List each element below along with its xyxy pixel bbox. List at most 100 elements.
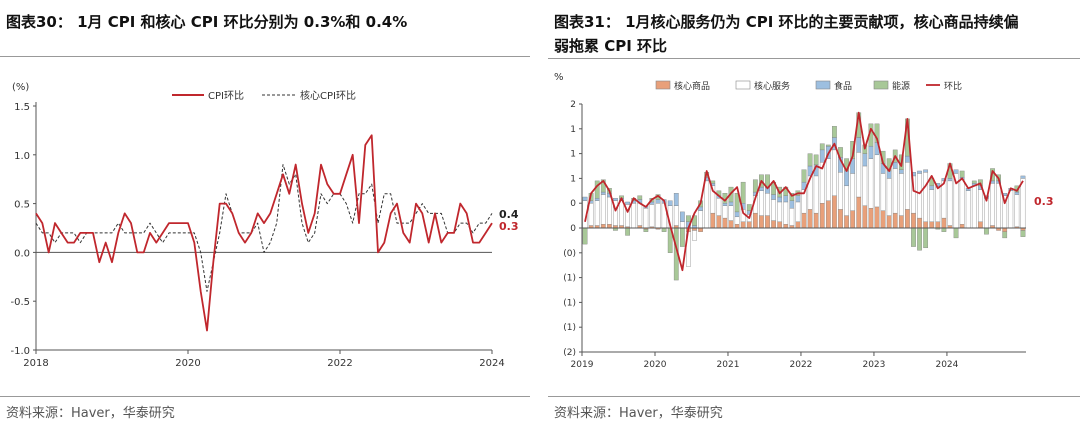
bar-segment (941, 180, 947, 219)
x-tick-label: 2020 (175, 358, 200, 369)
bar-segment (789, 200, 795, 209)
bar-segment (911, 227, 916, 247)
bar-segment (759, 215, 764, 229)
bar-segment (679, 221, 685, 229)
bar-segment (941, 217, 947, 229)
x-tick-label: 2022 (327, 358, 352, 369)
bar-segment (801, 212, 807, 229)
line-chart-cpi: (%) -1.0 -0.5 0.0 0.5 1.0 1.5 2018 2020 2022 2024 C… (10, 82, 519, 369)
bar-segment (637, 203, 643, 226)
bar-segment (874, 206, 880, 229)
bar-segment (752, 212, 758, 229)
bar-segment (935, 186, 941, 222)
bar-segment (619, 200, 624, 226)
bar-segment (722, 205, 728, 219)
y-tick-label: 1.5 (14, 102, 30, 113)
end-label-cpi: 0.3 (499, 220, 519, 233)
bar-segment (801, 169, 807, 183)
chart-title-right-line1: 图表31： 1月核心服务仍为 CPI 环比的主要贡献项，核心商品持续偏 (554, 13, 1019, 31)
bar-segment (710, 212, 716, 229)
bar-segment (698, 210, 703, 229)
bar-segment (923, 221, 929, 229)
bar-segment (686, 215, 691, 222)
bar-segment (990, 183, 995, 226)
bar-segment (679, 227, 685, 247)
bar-segment (923, 172, 929, 222)
y-tick-label: 0.0 (14, 248, 30, 259)
bar-segment (886, 215, 892, 229)
bar-segment (728, 205, 734, 221)
bar-segment (600, 224, 606, 229)
bar-segment (868, 145, 874, 159)
bar-segment (631, 203, 637, 229)
bar-segment (832, 149, 837, 196)
bar-segment (959, 170, 965, 178)
bar-segment (728, 201, 734, 206)
bar-segment (959, 224, 965, 229)
bar-segment (850, 210, 856, 229)
bar-segment (783, 195, 789, 203)
bar-segment (716, 215, 722, 229)
bar-segment (917, 173, 922, 219)
bar-segment (661, 227, 667, 232)
series-line-mom (584, 111, 1024, 272)
bar-segment (625, 227, 630, 236)
bar-segment (923, 227, 929, 249)
bar-segment (850, 173, 856, 211)
bar-group (582, 112, 1026, 281)
bar-segment (588, 203, 594, 226)
panel-cpi-mom: 图表30： 1月 CPI 和核心 CPI 环比分别为 0.3%和 0.4% (%… (0, 0, 530, 431)
bar-segment (844, 170, 849, 187)
legend-swatch-0 (655, 80, 671, 90)
y-tick-label: 1 (570, 174, 576, 184)
bar-segment (740, 221, 746, 229)
bar-segment (752, 179, 758, 193)
legend-label-4: 环比 (944, 80, 962, 92)
bar-segment (1020, 230, 1026, 237)
y-tick-label: 0 (570, 199, 576, 209)
bar-segment (746, 204, 752, 211)
bar-segment (600, 191, 606, 195)
bar-segment (984, 198, 989, 229)
bar-segment (655, 203, 661, 229)
legend-label-cpi: CPI环比 (208, 90, 244, 102)
bar-segment (825, 158, 831, 201)
stacked-bar-chart-contribution: % (2) (1) (1) (1) (0) 0 0 1 1 1 2 2019 2020 2021 2022 20… (554, 72, 1054, 370)
y-tick-label: (0) (563, 249, 576, 259)
bar-segment (978, 189, 983, 222)
end-label-core-cpi: 0.4 (499, 208, 519, 221)
bar-segment (789, 193, 795, 201)
bar-segment (905, 155, 910, 163)
bar-segment (704, 180, 710, 229)
x-tick-label: 2024 (479, 358, 504, 369)
bar-segment (1002, 227, 1008, 232)
x-tick-label: 2024 (935, 360, 958, 370)
x-tick-label: 2019 (571, 360, 594, 370)
bar-segment (862, 153, 868, 167)
bar-segment (856, 137, 862, 153)
bar-segment (783, 224, 789, 229)
bar-segment (832, 195, 837, 229)
bar-segment (698, 206, 703, 211)
bar-segment (1014, 194, 1020, 227)
bar-segment (838, 209, 843, 229)
x-tick-label: 2022 (790, 360, 813, 370)
legend-swatch-2 (815, 80, 831, 90)
bar-segment (643, 207, 649, 229)
source-divider-right (548, 396, 1080, 397)
bar-segment (789, 207, 795, 226)
bar-segment (898, 169, 904, 174)
bar-segment (825, 144, 831, 147)
legend-label-2: 食品 (834, 80, 852, 92)
chart-title-right-line2: 弱拖累 CPI 环比 (554, 37, 668, 55)
bar-segment (905, 209, 910, 229)
legend-swatch-1 (735, 80, 751, 90)
source-note-left: 资料来源：Haver，华泰研究 (6, 406, 175, 421)
x-tick-label: 2020 (644, 360, 667, 370)
bar-segment (868, 207, 874, 229)
bar-segment (984, 227, 989, 235)
title-divider-left (0, 56, 530, 57)
bar-segment (825, 200, 831, 229)
bar-segment (874, 154, 880, 208)
y-tick-label: (1) (563, 323, 576, 333)
